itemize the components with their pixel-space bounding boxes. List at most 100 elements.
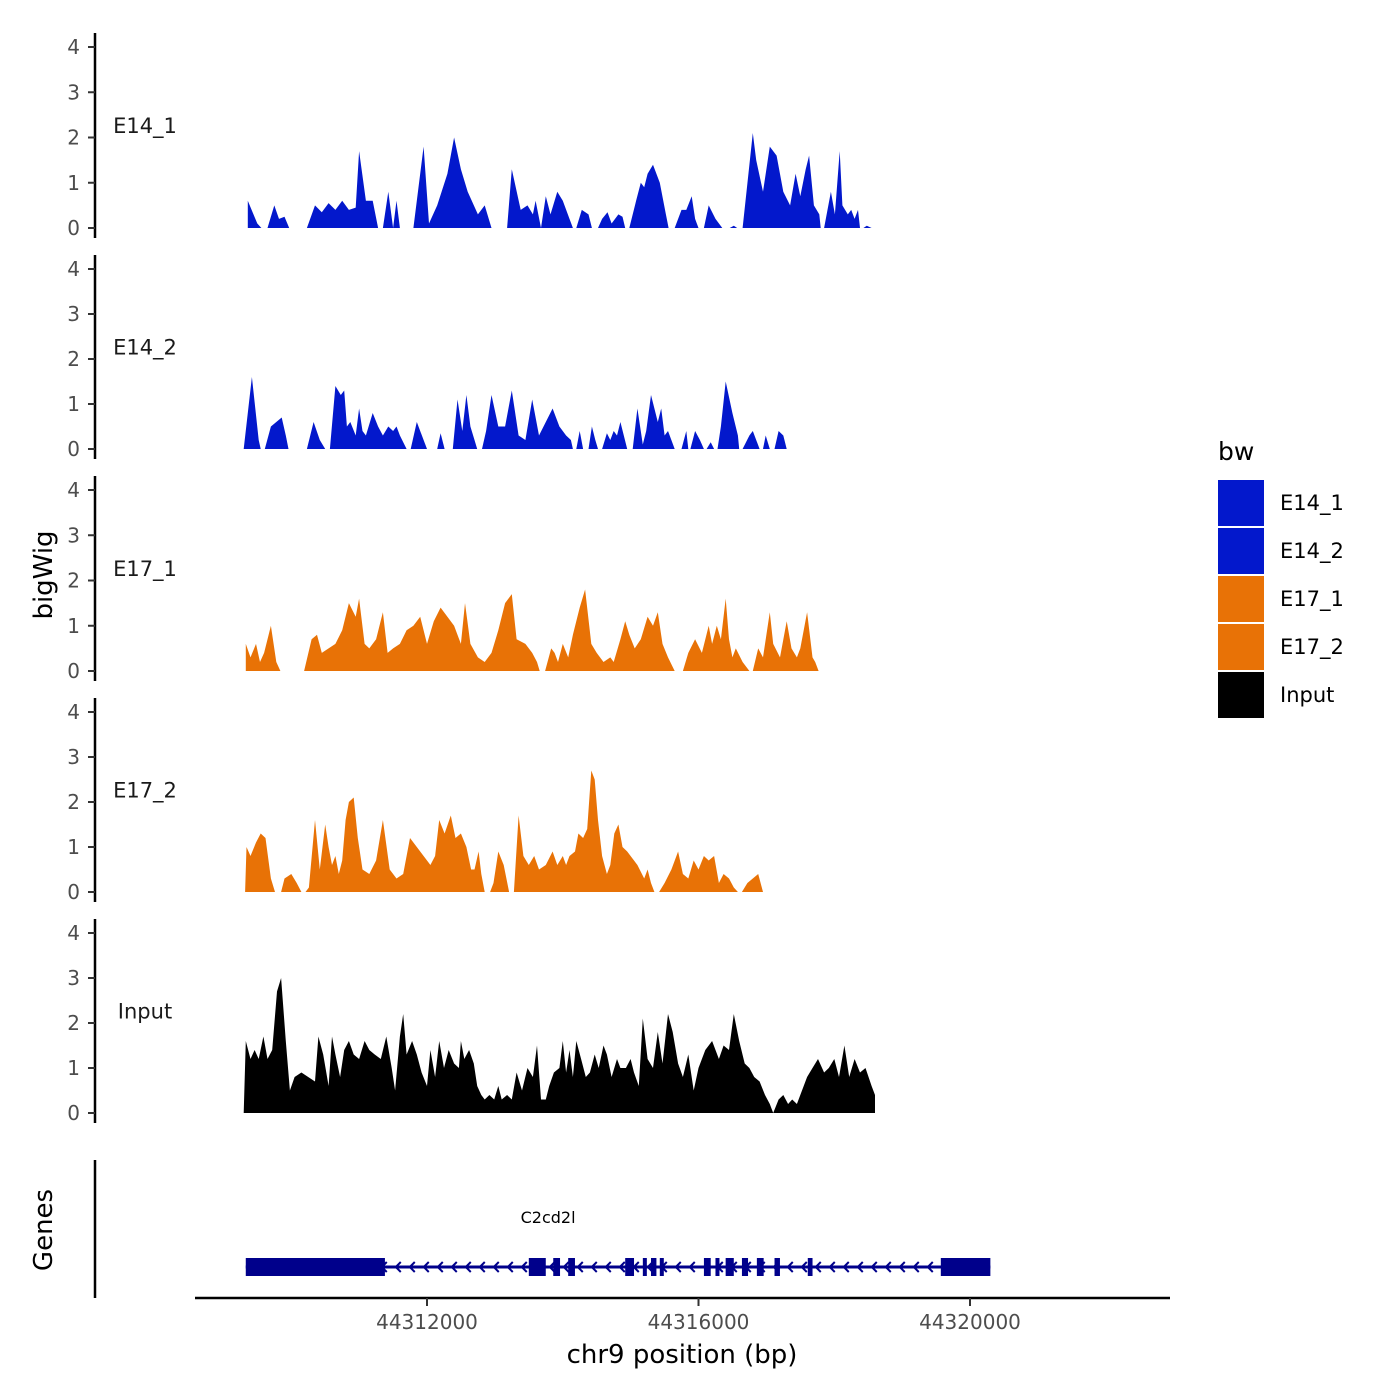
y-tick-label: 0 — [67, 216, 80, 240]
strand-arrow-icon — [828, 1261, 836, 1273]
track-label: Input — [118, 1000, 172, 1024]
legend-label: E14_2 — [1280, 539, 1344, 564]
y-tick-label: 4 — [67, 700, 80, 724]
y-tick-label: 0 — [67, 659, 80, 683]
coverage-area — [681, 431, 689, 449]
gene-exon — [642, 1258, 647, 1276]
y-tick-label: 2 — [67, 347, 80, 371]
legend-label: Input — [1280, 683, 1334, 707]
coverage-area — [437, 433, 445, 449]
y-tick-label: 1 — [67, 835, 80, 859]
legend-label: E17_1 — [1280, 587, 1344, 612]
track-panels: 0 1 2 3 4 E14_1 0 1 2 3 4 E14_2 0 1 2 3 4 E17_1 0 1 2 3 4 E17_2… — [67, 33, 875, 1125]
strand-arrow-icon — [492, 1261, 500, 1273]
gene-exon — [528, 1258, 546, 1276]
coverage-area — [513, 770, 655, 892]
coverage-area — [243, 978, 875, 1113]
coverage-area — [305, 797, 485, 892]
y-tick-label: 2 — [67, 790, 80, 814]
strand-arrow-icon — [576, 1261, 584, 1273]
coverage-area — [247, 200, 262, 228]
gene-exon — [715, 1258, 720, 1276]
gene-exon — [568, 1258, 575, 1276]
legend-title: bw — [1218, 437, 1254, 466]
gene-name-label: C2cd2l — [521, 1208, 576, 1227]
y-tick-label: 2 — [67, 126, 80, 150]
x-axis: 44312000 44316000 44320000 — [195, 1296, 1170, 1334]
track-E14_1: 0 1 2 3 4 E14_1 — [67, 33, 872, 240]
coverage-area — [690, 431, 704, 449]
y-tick-label: 4 — [67, 478, 80, 502]
strand-arrow-icon — [464, 1261, 472, 1273]
legend-swatch — [1218, 624, 1264, 670]
y-tick-label: 3 — [67, 966, 80, 990]
strand-arrow-icon — [856, 1261, 864, 1273]
x-tick-label: 44316000 — [648, 1310, 750, 1334]
track-E17_1: 0 1 2 3 4 E17_1 — [67, 476, 819, 683]
coverage-area — [741, 874, 763, 892]
gene-panel: C2cd2l — [93, 1160, 991, 1298]
strand-arrow-icon — [506, 1261, 514, 1273]
track-label: E14_1 — [113, 114, 177, 139]
strand-arrow-icon — [548, 1261, 556, 1273]
y-tick-label: 1 — [67, 392, 80, 416]
y-tick-label: 3 — [67, 745, 80, 769]
legend: bw E14_1 E14_2 E17_1 E17_2 Input — [1218, 437, 1344, 718]
coverage-area — [706, 442, 715, 449]
strand-arrow-icon — [688, 1261, 696, 1273]
coverage-area — [752, 612, 819, 671]
coverage-area — [602, 422, 628, 449]
coverage-area — [588, 426, 598, 449]
strand-arrow-icon — [674, 1261, 682, 1273]
coverage-area — [863, 225, 872, 228]
track-label: E17_2 — [113, 779, 177, 804]
coverage-area — [576, 431, 584, 449]
coverage-area — [598, 212, 626, 228]
coverage-area — [632, 395, 675, 449]
y-tick-label: 2 — [67, 1011, 80, 1035]
strand-arrow-icon — [786, 1261, 794, 1273]
y-tick-label: 1 — [67, 614, 80, 638]
coverage-area — [413, 137, 492, 228]
coverage-area — [742, 431, 760, 449]
y-axis-title: bigWig — [29, 530, 59, 619]
strand-arrow-icon — [562, 1261, 570, 1273]
coverage-area — [774, 431, 787, 449]
coverage-area — [243, 377, 261, 449]
y-tick-label: 1 — [67, 171, 80, 195]
genes-axis-title: Genes — [29, 1189, 59, 1271]
track-label: E14_2 — [113, 336, 177, 361]
strand-arrow-icon — [898, 1261, 906, 1273]
coverage-area — [576, 209, 592, 228]
strand-arrow-icon — [604, 1261, 612, 1273]
y-tick-label: 0 — [67, 1101, 80, 1125]
y-tick-label: 4 — [67, 921, 80, 945]
strand-arrow-icon — [926, 1261, 934, 1273]
coverage-area — [507, 169, 573, 228]
coverage-area — [729, 225, 738, 228]
coverage-area — [682, 598, 750, 671]
y-tick-label: 3 — [67, 523, 80, 547]
strand-arrow-icon — [408, 1261, 416, 1273]
coverage-area — [674, 196, 699, 228]
coverage-area — [267, 205, 290, 228]
x-tick-label: 44320000 — [919, 1310, 1021, 1334]
strand-arrow-icon — [394, 1261, 402, 1273]
gene-exon — [659, 1258, 664, 1276]
strand-arrow-icon — [520, 1261, 528, 1273]
coverage-area — [245, 625, 281, 671]
coverage-area — [763, 435, 770, 449]
y-tick-label: 3 — [67, 302, 80, 326]
legend-swatch — [1218, 576, 1264, 622]
gene-exon — [807, 1258, 813, 1276]
y-tick-label: 0 — [67, 437, 80, 461]
gene-exon — [245, 1258, 385, 1276]
coverage-area — [281, 874, 302, 892]
gene-exon — [741, 1258, 749, 1276]
strand-arrow-icon — [478, 1261, 486, 1273]
y-tick-label: 2 — [67, 569, 80, 593]
legend-label: E14_1 — [1280, 491, 1344, 516]
strand-arrow-icon — [842, 1261, 850, 1273]
coverage-area — [306, 422, 326, 449]
